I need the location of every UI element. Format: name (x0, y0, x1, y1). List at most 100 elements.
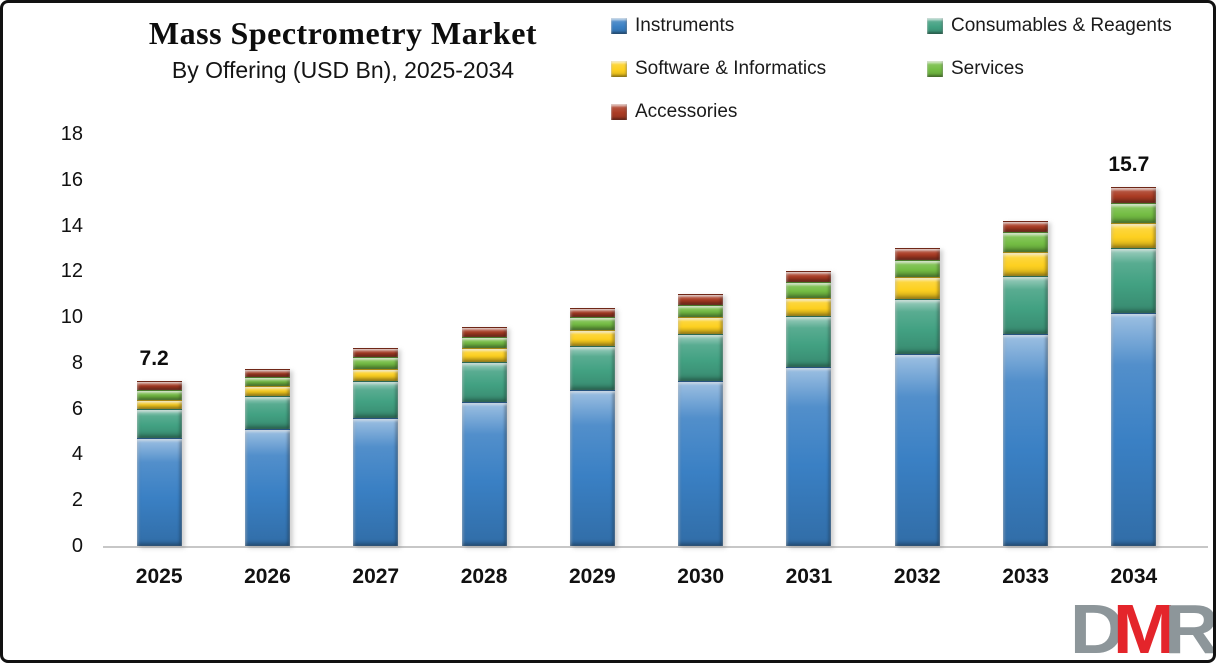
y-axis-tick-label: 0 (71, 535, 83, 557)
legend-item-software-informatics: Software & Informatics (611, 58, 927, 80)
bar-segment-accessories (678, 294, 724, 305)
bar-segment-software-informatics (569, 329, 615, 346)
bar-segment-services (678, 304, 724, 318)
data-label-2025: 7.2 (139, 347, 169, 371)
bar-segment-software-informatics (461, 348, 507, 362)
y-axis-tick-label: 2 (71, 489, 83, 512)
bar-segment-software-informatics (1111, 223, 1157, 249)
bar-segment-accessories (461, 327, 507, 337)
stacked-bar-2029 (569, 307, 615, 546)
bar-segment-accessories (569, 307, 615, 318)
legend-label: Services (951, 58, 1024, 79)
y-axis-tick-label: 4 (71, 443, 83, 466)
legend: Instruments Consumables & Reagents Softwar… (611, 15, 1211, 123)
stacked-bar-2028 (461, 327, 507, 546)
bar-segment-software-informatics (786, 297, 832, 316)
bar-segment-consumables-reagents (1003, 275, 1049, 335)
bar-segment-software-informatics (1003, 251, 1049, 276)
bar-segment-instruments (1111, 312, 1157, 546)
bar-segment-services (786, 281, 832, 298)
bar-segment-services (1111, 202, 1157, 224)
bar-segment-accessories (353, 348, 399, 358)
legend-item-consumables-reagents: Consumables & Reagents (927, 15, 1211, 37)
legend-swatch-icon (927, 18, 943, 34)
x-axis-label-2029: 2029 (568, 565, 616, 588)
dmr-logo-letter: M (1112, 590, 1176, 663)
bar-segment-consumables-reagents (678, 334, 724, 382)
x-axis-label-2030: 2030 (677, 565, 724, 588)
bar-segment-instruments (244, 429, 290, 546)
bar-segment-software-informatics (353, 368, 399, 382)
stacked-bar-2033 (1003, 220, 1049, 546)
bar-segment-instruments (569, 390, 615, 546)
y-axis-tick-label: 8 (71, 351, 83, 374)
legend-label: Accessories (635, 101, 738, 122)
x-axis-label-2033: 2033 (1002, 565, 1049, 588)
bar-segment-instruments (461, 401, 507, 546)
bar-segment-services (244, 376, 290, 386)
bar-segment-services (461, 336, 507, 348)
stacked-bar-2027 (353, 348, 399, 546)
stacked-bar-2034 (1111, 186, 1157, 546)
bar-segment-consumables-reagents (569, 345, 615, 391)
legend-swatch-icon (611, 61, 627, 77)
legend-item-instruments: Instruments (611, 15, 927, 37)
chart-title: Mass Spectrometry Market (148, 15, 538, 51)
bar-segment-software-informatics (244, 385, 290, 397)
bar-segment-instruments (678, 381, 724, 546)
y-axis-tick-label: 16 (60, 168, 83, 191)
stacked-bar-2026 (244, 368, 290, 546)
y-axis-tick-label: 6 (71, 397, 83, 420)
bar-segment-consumables-reagents (353, 381, 399, 418)
bar-segment-software-informatics (894, 277, 940, 299)
chart-subtitle: By Offering (USD Bn), 2025-2034 (171, 57, 515, 83)
stacked-bar-2032 (894, 248, 940, 546)
bar-segment-accessories (1003, 220, 1049, 233)
bar-segment-instruments (786, 367, 832, 546)
bar-segment-services (136, 390, 182, 400)
bar-segment-accessories (136, 381, 182, 391)
bar-segment-instruments (1003, 334, 1049, 546)
y-axis-tick-label: 10 (60, 306, 83, 329)
bar-segment-consumables-reagents (136, 408, 182, 439)
bar-segment-instruments (353, 417, 399, 546)
bar-segment-consumables-reagents (894, 298, 940, 354)
x-axis-label-2032: 2032 (893, 565, 941, 588)
legend-item-accessories: Accessories (611, 101, 927, 123)
bar-segment-accessories (1111, 186, 1157, 203)
x-axis-label-2031: 2031 (785, 565, 833, 588)
data-label-2034: 15.7 (1108, 152, 1150, 176)
x-axis-label-2028: 2028 (460, 565, 508, 588)
stacked-bar-2030 (678, 294, 724, 546)
y-axis-tick-label: 14 (60, 214, 83, 237)
legend-swatch-icon (611, 18, 627, 34)
stacked-bar-2025 (136, 381, 182, 546)
bar-segment-services (1003, 232, 1049, 252)
bar-segment-consumables-reagents (1111, 248, 1157, 313)
legend-label: Instruments (635, 15, 735, 36)
bar-segment-consumables-reagents (461, 361, 507, 402)
dmr-logo-letter: D (1069, 590, 1125, 663)
y-axis-tick-label: 12 (60, 260, 83, 283)
x-axis-label-2034: 2034 (1110, 565, 1158, 588)
bar-segment-services (894, 259, 940, 278)
dmr-logo-letter: R (1164, 590, 1213, 663)
bar-segment-consumables-reagents (786, 315, 832, 368)
stacked-bar-2031 (786, 271, 832, 546)
x-axis-label-2027: 2027 (352, 565, 400, 588)
bar-segment-services (353, 357, 399, 369)
dmr-logo: DMR (1069, 590, 1213, 663)
legend-swatch-icon (611, 104, 627, 120)
bar-segment-consumables-reagents (244, 396, 290, 430)
y-axis-tick-label: 18 (60, 123, 83, 145)
legend-label: Software & Informatics (635, 58, 827, 79)
bar-segment-instruments (136, 438, 182, 546)
legend-item-services: Services (927, 58, 1211, 80)
x-axis-label-2026: 2026 (244, 565, 291, 588)
bar-segment-accessories (894, 248, 940, 260)
legend-swatch-icon (927, 61, 943, 77)
bar-segment-software-informatics (136, 399, 182, 409)
bar-segment-accessories (786, 271, 832, 282)
x-axis-label-2025: 2025 (135, 565, 183, 588)
